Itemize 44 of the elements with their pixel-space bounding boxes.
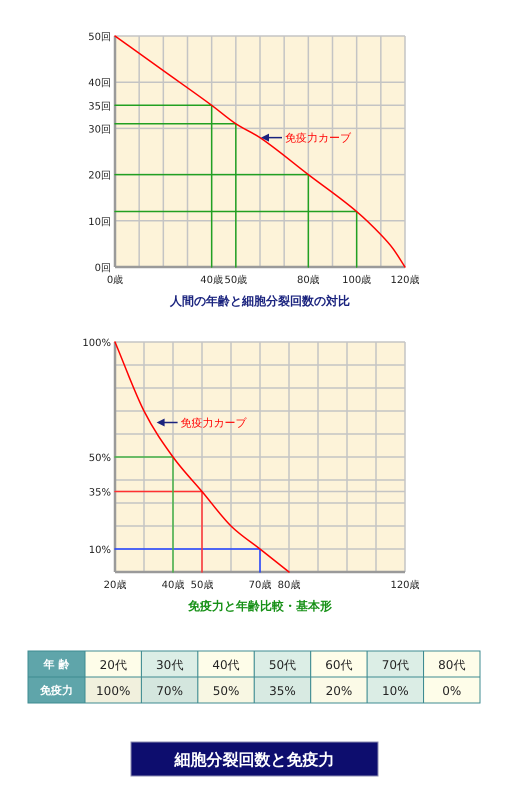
y-tick-label: 35回 xyxy=(88,101,111,112)
y-tick-label: 35% xyxy=(88,488,111,498)
y-tick-label: 30回 xyxy=(88,124,111,136)
y-tick-label: 40回 xyxy=(88,78,111,90)
x-tick-label: 50歳 xyxy=(224,274,248,286)
x-tick-label: 70歳 xyxy=(248,579,272,591)
data-label: 0% xyxy=(442,684,462,698)
data-label: 35% xyxy=(269,684,296,698)
annotation: 免疫力カーブ xyxy=(285,132,352,145)
x-tick-label: 80代 xyxy=(438,658,466,672)
annotation: 免疫力カーブ xyxy=(180,416,248,430)
x-tick-label: 40代 xyxy=(212,658,240,672)
text: 免疫力と年齢比較・基本形 xyxy=(187,599,332,613)
y-tick-label: 10% xyxy=(88,545,111,556)
y-tick-label: 100% xyxy=(82,338,111,349)
x-axis-title: 年 齢 xyxy=(42,658,70,671)
y-tick-label: 50% xyxy=(88,453,111,464)
text: 細胞分裂回数と免疫力 xyxy=(174,750,334,769)
y-tick-label: 10回 xyxy=(88,216,111,228)
x-tick-label: 120歳 xyxy=(390,274,420,286)
x-tick-label: 50歳 xyxy=(190,579,214,591)
x-tick-label: 80歳 xyxy=(278,579,300,591)
x-tick-label: 120歳 xyxy=(390,579,420,591)
y-tick-label: 0回 xyxy=(94,263,111,274)
data-label: 50% xyxy=(212,684,240,698)
x-tick-label: 50代 xyxy=(268,658,296,672)
y-tick-label: 20回 xyxy=(88,170,111,182)
y-tick-label: 50回 xyxy=(88,32,111,43)
x-tick-label: 70代 xyxy=(382,658,409,672)
x-tick-label: 40歳 xyxy=(200,274,224,286)
x-tick-label: 80歳 xyxy=(296,274,320,286)
x-tick-label: 30代 xyxy=(156,658,184,672)
y-tick-label: 免疫力 xyxy=(39,684,73,697)
data-label: 70% xyxy=(156,684,183,698)
x-tick-label: 0歳 xyxy=(106,274,124,286)
x-tick-label: 60代 xyxy=(325,658,353,672)
x-tick-label: 20歳 xyxy=(104,579,126,591)
line-series xyxy=(114,35,406,268)
data-label: 20% xyxy=(326,684,352,698)
x-tick-label: 20代 xyxy=(100,658,127,672)
x-tick-label: 100歳 xyxy=(342,274,372,286)
x-tick-label: 40歳 xyxy=(162,579,184,591)
data-label: 10% xyxy=(382,684,409,698)
text: 人間の年齢と細胞分裂回数の対比 xyxy=(169,294,350,308)
